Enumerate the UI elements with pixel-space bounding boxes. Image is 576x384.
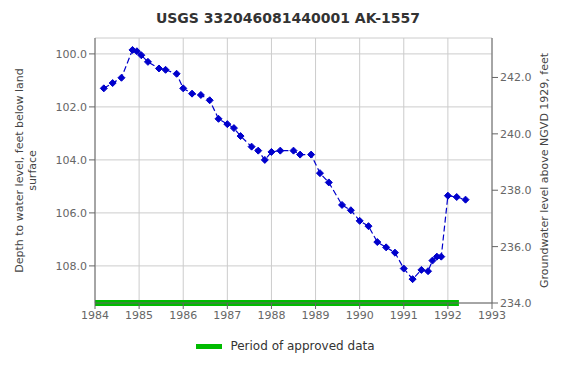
svg-text:1992: 1992 — [434, 309, 462, 322]
svg-text:1988: 1988 — [257, 309, 285, 322]
svg-text:100.0: 100.0 — [56, 48, 88, 61]
svg-text:1985: 1985 — [125, 309, 153, 322]
svg-text:1986: 1986 — [169, 309, 197, 322]
svg-text:108.0: 108.0 — [56, 260, 88, 273]
svg-text:1991: 1991 — [390, 309, 418, 322]
svg-text:238.0: 238.0 — [500, 184, 532, 197]
svg-text:1987: 1987 — [213, 309, 241, 322]
svg-text:102.0: 102.0 — [56, 101, 88, 114]
svg-text:104.0: 104.0 — [56, 154, 88, 167]
svg-text:242.0: 242.0 — [500, 71, 532, 84]
html-text:Period of approved data: Period of approved data — [230, 339, 375, 353]
svg-text:1993: 1993 — [478, 309, 506, 322]
svg-text:236.0: 236.0 — [500, 241, 532, 254]
svg-text:Groundwater level above NGVD 1: Groundwater level above NGVD 1929, feet — [538, 52, 551, 288]
svg-text:1990: 1990 — [346, 309, 374, 322]
svg-text:240.0: 240.0 — [500, 128, 532, 141]
html-text:USGS 332046081440001 AK-1557: USGS 332046081440001 AK-1557 — [155, 10, 421, 26]
svg-text:1989: 1989 — [302, 309, 330, 322]
svg-text:234.0: 234.0 — [500, 297, 532, 310]
svg-text:1984: 1984 — [81, 309, 109, 322]
svg-text:106.0: 106.0 — [56, 207, 88, 220]
svg-text:Depth to water level, feet bel: Depth to water level, feet below landsur… — [13, 68, 39, 273]
